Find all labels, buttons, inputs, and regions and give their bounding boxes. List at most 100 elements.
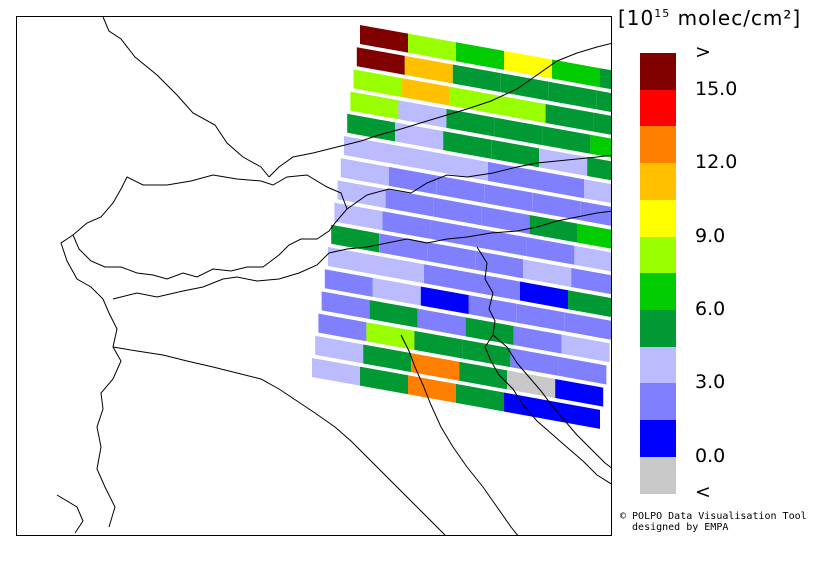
swath-pixel — [484, 184, 533, 212]
swath-pixel — [385, 189, 434, 217]
legend-swatch — [640, 53, 676, 91]
swath-pixel — [571, 268, 611, 295]
swath-pixel — [596, 90, 611, 112]
swath-pixel — [404, 55, 453, 84]
legend-swatch — [640, 126, 676, 164]
country-borders — [56, 17, 611, 535]
swath-pixel — [328, 247, 376, 275]
border-line — [102, 17, 270, 178]
coastline — [400, 334, 519, 535]
swath-pixel — [366, 322, 415, 350]
swath-pixel — [424, 264, 472, 292]
coastline — [112, 346, 446, 535]
swath-pixel — [462, 339, 511, 368]
swath-pixel — [504, 392, 552, 421]
swath-pixel — [356, 47, 405, 75]
swath-pixel — [520, 281, 568, 310]
border-line — [328, 210, 611, 254]
swath-pixel — [465, 317, 514, 345]
legend-label: 9.0 — [695, 224, 726, 247]
swath-pixel — [468, 295, 517, 323]
swath-pixel — [401, 78, 450, 106]
legend-label: 15.0 — [695, 77, 738, 100]
swath-pixel — [443, 131, 492, 159]
legend-swatch — [640, 199, 676, 237]
swath-pixel — [516, 303, 565, 332]
swath-pixel — [564, 312, 611, 340]
swath-pixel — [488, 161, 536, 190]
map-panel[interactable] — [16, 16, 612, 536]
legend-swatch — [640, 273, 676, 311]
swath-pixel — [494, 117, 543, 146]
swath-pixel — [456, 42, 504, 70]
satellite-swath — [312, 25, 611, 429]
swath-pixel — [331, 224, 380, 253]
swath-pixel — [411, 353, 460, 381]
swath-pixel — [475, 250, 524, 279]
swath-pixel — [382, 211, 431, 239]
swath-pixel — [507, 370, 556, 398]
swath-pixel — [372, 277, 421, 306]
legend-label: > — [695, 41, 711, 63]
legend-swatch — [640, 383, 676, 421]
swath-pixel — [491, 139, 540, 168]
swath-pixel — [536, 170, 584, 199]
swath-pixel — [574, 245, 611, 272]
swath-pixel — [539, 148, 588, 176]
legend-label: 3.0 — [695, 371, 726, 394]
swath-pixel — [376, 255, 424, 284]
swath-pixel — [430, 219, 479, 248]
legend-swatch — [640, 420, 676, 458]
swath-pixel — [449, 86, 498, 115]
border-line — [60, 234, 122, 528]
swath-pixel — [481, 206, 530, 234]
legend-label: 0.0 — [695, 444, 726, 467]
swath-pixel — [369, 300, 418, 328]
swath-pixel — [315, 335, 364, 364]
swath-pixel — [324, 269, 373, 297]
swath-pixel — [398, 100, 447, 128]
swath-pixel — [568, 290, 611, 317]
swath-pixel — [523, 259, 572, 287]
swath-pixel — [542, 126, 591, 154]
legend-swatch — [640, 89, 676, 127]
swath-pixel — [360, 366, 408, 395]
swath-pixel — [504, 50, 552, 79]
swath-pixel — [392, 144, 440, 173]
swath-pixel — [414, 330, 463, 359]
swath-pixel — [353, 69, 402, 98]
swath-pixel — [584, 179, 611, 204]
swath-pixel — [526, 237, 575, 265]
swath-pixel — [318, 313, 367, 342]
coastline — [56, 494, 84, 534]
swath-pixel — [334, 202, 383, 231]
legend-swatch — [640, 346, 676, 384]
legend-swatch — [640, 236, 676, 274]
swath-pixel — [420, 286, 469, 315]
border-line — [268, 42, 611, 178]
legend-swatch — [640, 163, 676, 201]
swath-pixel — [545, 103, 594, 132]
legend-swatch — [640, 309, 676, 348]
swath-pixel — [456, 383, 504, 412]
swath-pixel — [312, 358, 360, 386]
swath-pixel — [561, 334, 610, 363]
swath-pixel — [552, 59, 600, 88]
border-line — [112, 252, 330, 300]
swath-pixel — [427, 242, 476, 270]
swath-pixel — [587, 157, 611, 181]
swath-pixel — [478, 228, 527, 257]
swath-pixel — [555, 379, 604, 407]
border-line — [346, 154, 611, 210]
swath-pixel — [321, 291, 370, 320]
swath-pixel — [344, 136, 392, 164]
swath-pixel — [500, 73, 549, 101]
swath-pixel — [350, 91, 399, 120]
swath-pixel — [590, 134, 611, 158]
border-line — [72, 174, 348, 280]
swath-pixel — [548, 81, 597, 110]
swath-pixel — [600, 68, 611, 90]
legend-swatch — [640, 456, 676, 494]
legend-label: < — [695, 481, 711, 504]
unit-label: [1015 molec/cm²] — [618, 6, 802, 30]
